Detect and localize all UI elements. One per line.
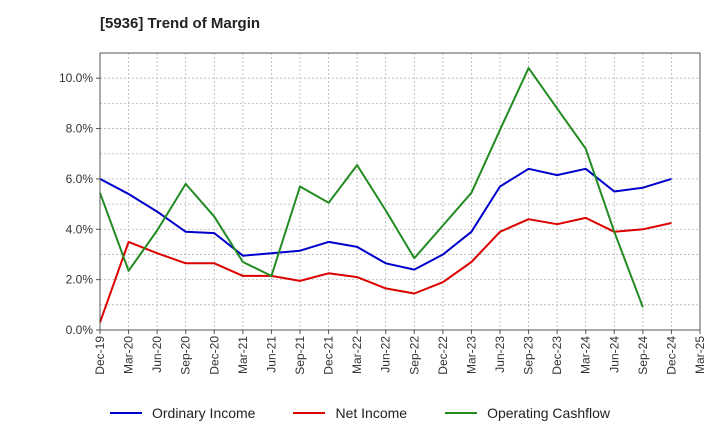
x-tick-label: Jun-22 — [379, 336, 393, 373]
legend-label: Operating Cashflow — [487, 405, 611, 421]
x-tick-label: Jun-20 — [150, 336, 164, 373]
x-tick-label: Sep-23 — [522, 336, 536, 375]
x-tick-label: Dec-23 — [550, 336, 564, 375]
x-tick-label: Dec-20 — [207, 336, 221, 375]
y-tick-label: 10.0% — [59, 71, 93, 85]
grid-layer — [99, 52, 701, 331]
axis-layer: 0.0% 2.0% 4.0% 6.0% 8.0% 10.0% Dec-19 Mar-20 Jun… — [59, 52, 707, 375]
legend-item-operating-cashflow: Operating Cashflow — [445, 405, 610, 421]
plot-frame — [99, 52, 701, 331]
legend: Ordinary Income Net Income Operating Cashf… — [0, 405, 720, 421]
x-tick-label: Dec-22 — [436, 336, 450, 375]
x-tick-label: Jun-23 — [493, 336, 507, 373]
x-tick-label: Jun-21 — [264, 336, 278, 373]
x-tick-label: Mar-22 — [350, 336, 364, 374]
x-tick-label: Jun-24 — [607, 336, 621, 373]
x-tick-label: Mar-21 — [236, 336, 250, 374]
x-tick-label: Mar-24 — [579, 336, 593, 374]
legend-label: Net Income — [335, 405, 408, 421]
chart-title: [5936] Trend of Margin — [100, 15, 261, 32]
x-tick-label: Dec-21 — [322, 336, 336, 375]
series-layer — [99, 67, 672, 323]
legend-item-net-income: Net Income — [293, 405, 407, 421]
y-tick-label: 4.0% — [66, 222, 94, 236]
legend-swatch — [445, 412, 478, 414]
x-tick-label: Mar-23 — [464, 336, 478, 374]
y-tick-label: 0.0% — [66, 323, 94, 337]
series-line-net-income — [99, 216, 672, 323]
x-tick-label: Sep-24 — [636, 336, 650, 375]
x-tick-label: Sep-20 — [179, 336, 193, 375]
x-tick-label: Sep-22 — [407, 336, 421, 375]
legend-item-ordinary-income: Ordinary Income — [109, 405, 256, 421]
legend-label: Ordinary Income — [151, 405, 256, 421]
legend-swatch — [109, 412, 142, 414]
x-tick-label: Dec-24 — [664, 336, 678, 375]
y-tick-label: 8.0% — [66, 122, 94, 136]
y-tick-label: 2.0% — [66, 273, 94, 287]
legend-swatch — [293, 412, 326, 414]
series-line-ordinary-income — [99, 167, 672, 271]
series-line-operating-cashflow — [99, 67, 644, 308]
x-tick-label: Mar-25 — [693, 336, 707, 374]
x-tick-label: Mar-20 — [122, 336, 136, 374]
x-tick-label: Sep-21 — [293, 336, 307, 375]
y-tick-label: 6.0% — [66, 172, 94, 186]
x-tick-label: Dec-19 — [93, 336, 107, 375]
